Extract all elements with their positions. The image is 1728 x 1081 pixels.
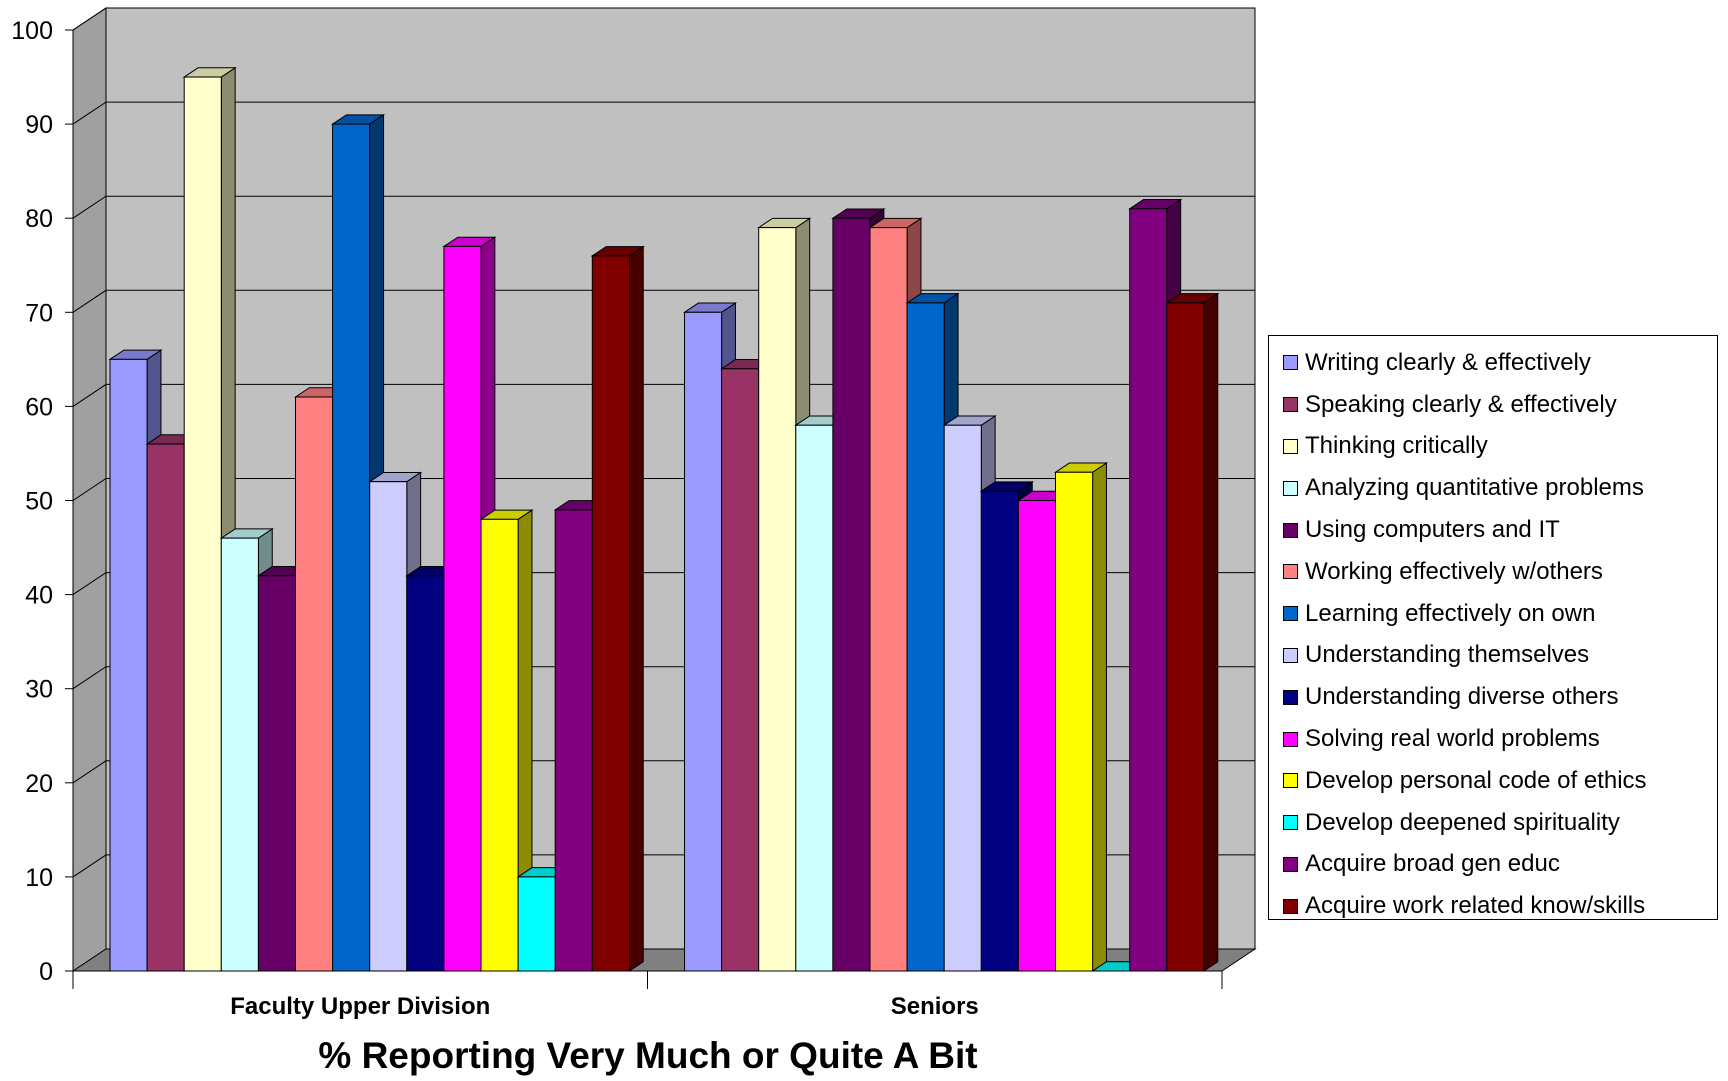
bar-side	[1092, 462, 1107, 972]
legend-label: Acquire work related know/skills	[1305, 892, 1646, 920]
y-tick-label: 70	[25, 299, 53, 327]
legend-label: Develop personal code of ethics	[1305, 766, 1647, 794]
bar-front	[943, 424, 982, 972]
legend-item: Develop deepened spirituality	[1283, 802, 1717, 844]
legend-label: Understanding diverse others	[1305, 683, 1619, 711]
bar-front	[406, 575, 445, 972]
y-tick-label: 0	[39, 958, 53, 986]
bar-front	[295, 396, 334, 972]
legend: Writing clearly & effectively Speaking cl…	[1268, 335, 1718, 920]
legend-label: Solving real world problems	[1305, 725, 1600, 753]
y-tick-label: 30	[25, 676, 53, 704]
legend-item: Acquire broad gen educ	[1283, 844, 1717, 886]
y-tick-label: 40	[25, 582, 53, 610]
bar-front	[795, 424, 834, 972]
legend-item: Develop personal code of ethics	[1283, 760, 1717, 802]
legend-item: Working effectively w/others	[1283, 551, 1717, 593]
y-tick-label: 100	[11, 17, 53, 45]
x-axis-label: % Reporting Very Much or Quite A Bit	[318, 1035, 978, 1076]
bar-front	[1129, 208, 1168, 972]
gridline	[72, 101, 1255, 125]
bar-front	[832, 217, 871, 972]
legend-swatch	[1283, 856, 1298, 872]
legend-item: Thinking critically	[1283, 426, 1717, 468]
legend-swatch	[1283, 815, 1298, 831]
bar-front	[591, 255, 630, 972]
category-label: Seniors	[891, 993, 979, 1020]
bar	[182, 66, 237, 972]
bar-front	[684, 311, 723, 972]
bar-front	[1166, 302, 1205, 972]
bar-front	[146, 443, 185, 972]
legend-item: Solving real world problems	[1283, 718, 1717, 760]
y-tick-label: 60	[25, 393, 53, 421]
bar-side	[628, 245, 644, 972]
bar-front	[869, 227, 908, 972]
bar-front	[906, 302, 945, 972]
legend-swatch	[1283, 898, 1298, 914]
y-tick-label: 50	[25, 488, 53, 516]
bar-side	[1203, 292, 1219, 972]
legend-swatch	[1283, 397, 1298, 413]
legend-swatch	[1283, 438, 1298, 454]
legend-item: Learning effectively on own	[1283, 593, 1717, 635]
bar-front	[980, 490, 1019, 972]
legend-label: Writing clearly & effectively	[1305, 348, 1591, 376]
legend-label: Thinking critically	[1305, 432, 1488, 460]
legend-label: Develop deepened spirituality	[1305, 808, 1620, 836]
legend-label: Understanding themselves	[1305, 641, 1590, 669]
bar-front	[369, 481, 408, 972]
legend-label: Speaking clearly & effectively	[1305, 390, 1617, 418]
legend-swatch	[1283, 647, 1298, 663]
y-tick-label: 20	[25, 770, 53, 798]
bar-front	[721, 368, 760, 972]
bar-front	[443, 245, 482, 972]
legend-label: Using computers and IT	[1305, 516, 1560, 544]
bar-front	[554, 509, 593, 972]
bar	[479, 509, 534, 972]
legend-label: Analyzing quantitative problems	[1305, 474, 1644, 502]
bar-front	[1055, 471, 1094, 972]
bar-front	[480, 518, 519, 972]
legend-swatch	[1283, 606, 1298, 622]
legend-swatch	[1283, 522, 1298, 538]
legend-item: Acquire work related know/skills	[1283, 885, 1717, 927]
bar-front	[517, 876, 556, 972]
legend-swatch	[1283, 480, 1298, 496]
gridline	[72, 195, 1255, 219]
legend-swatch	[1283, 355, 1298, 371]
gridline	[72, 7, 1255, 31]
bar	[590, 245, 645, 972]
legend-swatch	[1283, 564, 1298, 580]
legend-item: Using computers and IT	[1283, 509, 1717, 551]
category-label: Faculty Upper Division	[230, 993, 490, 1020]
y-tick-label: 80	[25, 205, 53, 233]
legend-item: Analyzing quantitative problems	[1283, 467, 1717, 509]
bar-front	[1017, 500, 1057, 972]
y-tick-label: 10	[25, 864, 53, 892]
legend-label: Learning effectively on own	[1305, 599, 1596, 627]
legend-label: Working effectively w/others	[1305, 557, 1603, 585]
tick-labels: 0 10 20 30 40 50 60 70 80 90 100 Faculty Upper Divi…	[11, 17, 978, 1020]
legend-swatch	[1283, 689, 1298, 705]
legend-item: Writing clearly & effectively	[1283, 342, 1717, 384]
bar	[1165, 292, 1220, 972]
legend-item: Understanding themselves	[1283, 635, 1717, 677]
bar-front	[332, 123, 371, 972]
bar-front	[758, 227, 797, 972]
legend-swatch	[1283, 731, 1298, 747]
legend-swatch	[1283, 773, 1298, 789]
legend-label: Acquire broad gen educ	[1305, 850, 1560, 878]
bar-front	[183, 76, 222, 972]
bar-front	[257, 575, 296, 972]
bar-front	[109, 358, 148, 972]
legend-item: Speaking clearly & effectively	[1283, 384, 1717, 426]
y-tick-label: 90	[25, 111, 53, 139]
bar-front	[220, 537, 259, 972]
bar	[1053, 462, 1109, 972]
bars	[108, 66, 1220, 972]
legend-item: Understanding diverse others	[1283, 676, 1717, 718]
